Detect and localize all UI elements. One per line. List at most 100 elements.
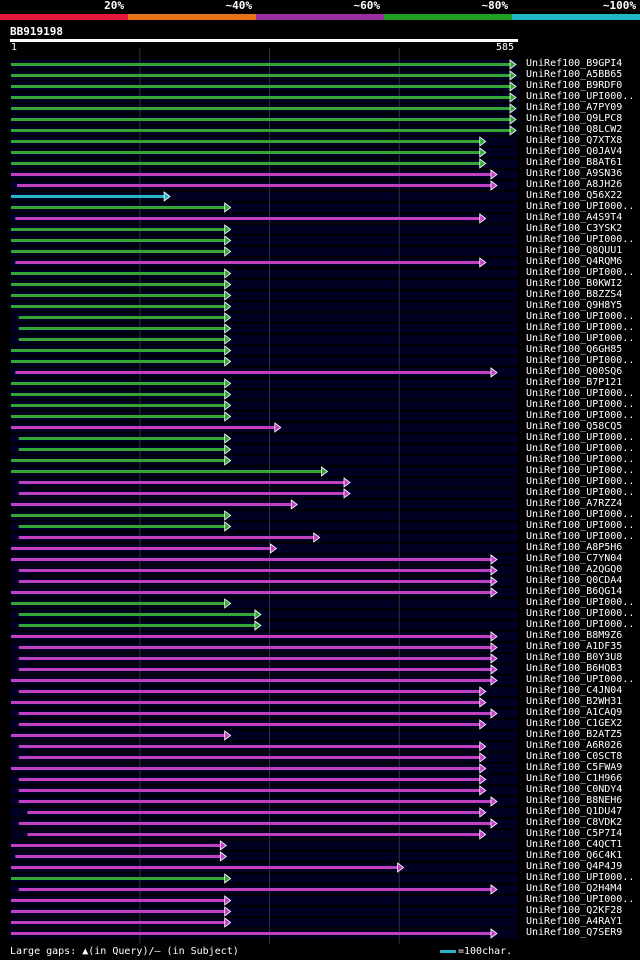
hit-bar[interactable] [11, 283, 226, 286]
hit-label[interactable]: UniRef100_UPI000.. [526, 388, 635, 399]
hit-bar[interactable] [18, 448, 226, 451]
hit-label[interactable]: UniRef100_B7P121 [526, 377, 623, 388]
hit-bar[interactable] [18, 646, 492, 649]
hit-bar[interactable] [18, 624, 256, 627]
hit-label[interactable]: UniRef100_C5FWA9 [526, 762, 623, 773]
hit-label[interactable]: UniRef100_A7PY09 [526, 102, 623, 113]
hit-bar[interactable] [18, 525, 226, 528]
hit-label[interactable]: UniRef100_UPI000.. [526, 487, 635, 498]
hit-bar[interactable] [18, 822, 492, 825]
hit-label[interactable]: UniRef100_UPI000.. [526, 201, 635, 212]
hit-label[interactable]: UniRef100_B0Y3U8 [526, 652, 623, 663]
hit-bar[interactable] [11, 140, 481, 143]
hit-bar[interactable] [11, 866, 399, 869]
hit-bar[interactable] [11, 129, 511, 132]
hit-bar[interactable] [11, 206, 226, 209]
hit-label[interactable]: UniRef100_B9RDF0 [526, 80, 623, 91]
hit-label[interactable]: UniRef100_UPI000.. [526, 509, 635, 520]
hit-label[interactable]: UniRef100_UPI000.. [526, 608, 635, 619]
hit-label[interactable]: UniRef100_Q4RQM6 [526, 256, 623, 267]
hit-label[interactable]: UniRef100_B2WH31 [526, 696, 623, 707]
hit-bar[interactable] [15, 261, 481, 264]
hit-label[interactable]: UniRef100_UPI000.. [526, 443, 635, 454]
hit-bar[interactable] [18, 536, 315, 539]
hit-bar[interactable] [11, 382, 226, 385]
hit-label[interactable]: UniRef100_C1GEX2 [526, 718, 623, 729]
hit-label[interactable]: UniRef100_Q7SER9 [526, 927, 623, 938]
hit-label[interactable]: UniRef100_C7YN04 [526, 553, 623, 564]
hit-label[interactable]: UniRef100_UPI000.. [526, 454, 635, 465]
hit-label[interactable]: UniRef100_UPI000.. [526, 410, 635, 421]
hit-label[interactable]: UniRef100_A1CAQ9 [526, 707, 623, 718]
hit-label[interactable]: UniRef100_B9GPI4 [526, 58, 623, 69]
hit-bar[interactable] [18, 756, 481, 759]
hit-label[interactable]: UniRef100_UPI000.. [526, 872, 635, 883]
hit-label[interactable]: UniRef100_Q9LPC8 [526, 113, 623, 124]
hit-label[interactable]: UniRef100_A6R026 [526, 740, 623, 751]
hit-label[interactable]: UniRef100_Q56X22 [526, 190, 623, 201]
hit-label[interactable]: UniRef100_Q2KF28 [526, 905, 623, 916]
hit-label[interactable]: UniRef100_UPI000.. [526, 476, 635, 487]
hit-bar[interactable] [27, 833, 481, 836]
hit-label[interactable]: UniRef100_C0SCT8 [526, 751, 623, 762]
hit-label[interactable]: UniRef100_B8AT61 [526, 157, 623, 168]
hit-bar[interactable] [11, 305, 226, 308]
hit-label[interactable]: UniRef100_Q0CDA4 [526, 575, 623, 586]
hit-label[interactable]: UniRef100_UPI000.. [526, 333, 635, 344]
hit-label[interactable]: UniRef100_UPI000.. [526, 432, 635, 443]
hit-label[interactable]: UniRef100_B0KWI2 [526, 278, 623, 289]
hit-bar[interactable] [11, 591, 492, 594]
hit-label[interactable]: UniRef100_UPI000.. [526, 322, 635, 333]
hit-bar[interactable] [11, 393, 226, 396]
hit-bar[interactable] [11, 426, 276, 429]
hit-bar[interactable] [11, 195, 166, 198]
hit-bar[interactable] [11, 558, 492, 561]
hit-bar[interactable] [11, 503, 293, 506]
hit-bar[interactable] [11, 173, 492, 176]
hit-label[interactable]: UniRef100_B8ZZS4 [526, 289, 623, 300]
hit-label[interactable]: UniRef100_UPI000.. [526, 234, 635, 245]
hit-bar[interactable] [11, 415, 226, 418]
hit-label[interactable]: UniRef100_A2QGQ0 [526, 564, 623, 575]
hit-bar[interactable] [18, 580, 492, 583]
hit-bar[interactable] [11, 272, 226, 275]
hit-bar[interactable] [11, 910, 226, 913]
hit-bar[interactable] [18, 712, 492, 715]
hit-label[interactable]: UniRef100_B6QG14 [526, 586, 623, 597]
hit-label[interactable]: UniRef100_C3YSK2 [526, 223, 623, 234]
hit-bar[interactable] [18, 437, 226, 440]
hit-bar[interactable] [11, 514, 226, 517]
hit-label[interactable]: UniRef100_A8JH26 [526, 179, 623, 190]
hit-bar[interactable] [11, 877, 226, 880]
hit-label[interactable]: UniRef100_B8NEH6 [526, 795, 623, 806]
hit-label[interactable]: UniRef100_C5P7I4 [526, 828, 623, 839]
hit-label[interactable]: UniRef100_UPI000.. [526, 894, 635, 905]
hit-bar[interactable] [15, 371, 492, 374]
hit-label[interactable]: UniRef100_Q9H8Y5 [526, 300, 623, 311]
hit-bar[interactable] [11, 635, 492, 638]
hit-label[interactable]: UniRef100_Q4P4J9 [526, 861, 623, 872]
hit-label[interactable]: UniRef100_Q0JAV4 [526, 146, 623, 157]
hit-label[interactable]: UniRef100_Q8LCW2 [526, 124, 623, 135]
hit-bar[interactable] [11, 74, 511, 77]
hit-bar[interactable] [11, 679, 492, 682]
hit-bar[interactable] [11, 96, 511, 99]
hit-bar[interactable] [18, 789, 481, 792]
hit-label[interactable]: UniRef100_Q7XTX8 [526, 135, 623, 146]
hit-bar[interactable] [11, 602, 226, 605]
hit-bar[interactable] [11, 162, 481, 165]
hit-label[interactable]: UniRef100_A5BB65 [526, 69, 623, 80]
hit-label[interactable]: UniRef100_Q6C4K1 [526, 850, 623, 861]
hit-bar[interactable] [18, 723, 481, 726]
hit-bar[interactable] [11, 459, 226, 462]
hit-label[interactable]: UniRef100_UPI000.. [526, 399, 635, 410]
hit-label[interactable]: UniRef100_Q8QUU1 [526, 245, 623, 256]
hit-label[interactable]: UniRef100_A4RAY1 [526, 916, 623, 927]
hit-bar[interactable] [11, 228, 226, 231]
hit-bar[interactable] [11, 470, 323, 473]
hit-label[interactable]: UniRef100_UPI000.. [526, 355, 635, 366]
hit-bar[interactable] [11, 250, 226, 253]
hit-bar[interactable] [11, 932, 492, 935]
hit-label[interactable]: UniRef100_A4S9T4 [526, 212, 623, 223]
hit-bar[interactable] [18, 613, 256, 616]
